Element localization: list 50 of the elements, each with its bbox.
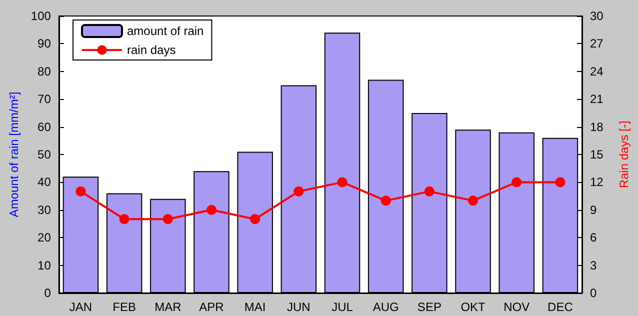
x-tick-label: MAI [244,300,266,314]
y-axis-title: Amount of rain [mm/m²] [7,92,21,218]
y-tick-label: 60 [38,120,52,134]
y2-tick-label: 15 [590,148,604,162]
y2-tick-label: 3 [590,258,597,272]
y2-tick-label: 27 [590,36,604,51]
x-tick-label: APR [199,300,224,314]
y2-tick-label: 9 [590,202,597,217]
point [380,196,391,206]
point [76,186,86,196]
y2-tick-label: 24 [590,64,604,78]
x-tick-label: AUG [372,300,399,314]
y-tick-label: 40 [38,175,52,190]
x-tick-label: SEP [417,300,442,314]
x-tick-label: MAR [154,300,182,314]
y-tick-label: 80 [38,64,52,78]
y-tick-label: 100 [30,9,52,23]
y-tick-label: 10 [38,258,52,272]
legend-label: rain days [127,43,176,57]
y2-tick-label: 6 [590,230,597,245]
point [512,177,522,188]
y-tick-label: 50 [38,148,52,162]
point [294,186,304,196]
y2-tick-label: 18 [590,120,604,134]
point [162,214,173,224]
x-tick-label: JUN [286,300,310,314]
x-tick-label: DEC [548,300,574,314]
x-tick-label: JUL [332,300,354,314]
point [468,196,478,206]
y-tick-label: 30 [38,202,52,217]
x-tick-label: FEB [112,300,136,314]
x-tick-label: NOV [504,300,530,314]
y2-tick-label: 30 [590,9,604,23]
y2-tick-label: 12 [590,175,604,190]
x-tick-label: JAN [69,300,92,314]
point [206,204,216,215]
point [555,177,566,188]
y2-tick-label: 0 [590,286,597,300]
point [250,214,260,224]
y-tick-label: 90 [38,36,52,51]
legend-label: amount of rain [127,24,204,38]
y-tick-label: 0 [44,286,52,300]
y-tick-label: 20 [38,230,52,245]
y-tick-label: 70 [38,92,52,106]
y2-axis-title: Rain days [-] [617,120,631,188]
y2-tick-label: 21 [590,92,604,106]
x-tick-label: OKT [460,300,486,314]
point [119,214,130,224]
point [424,186,434,196]
point [337,177,348,188]
